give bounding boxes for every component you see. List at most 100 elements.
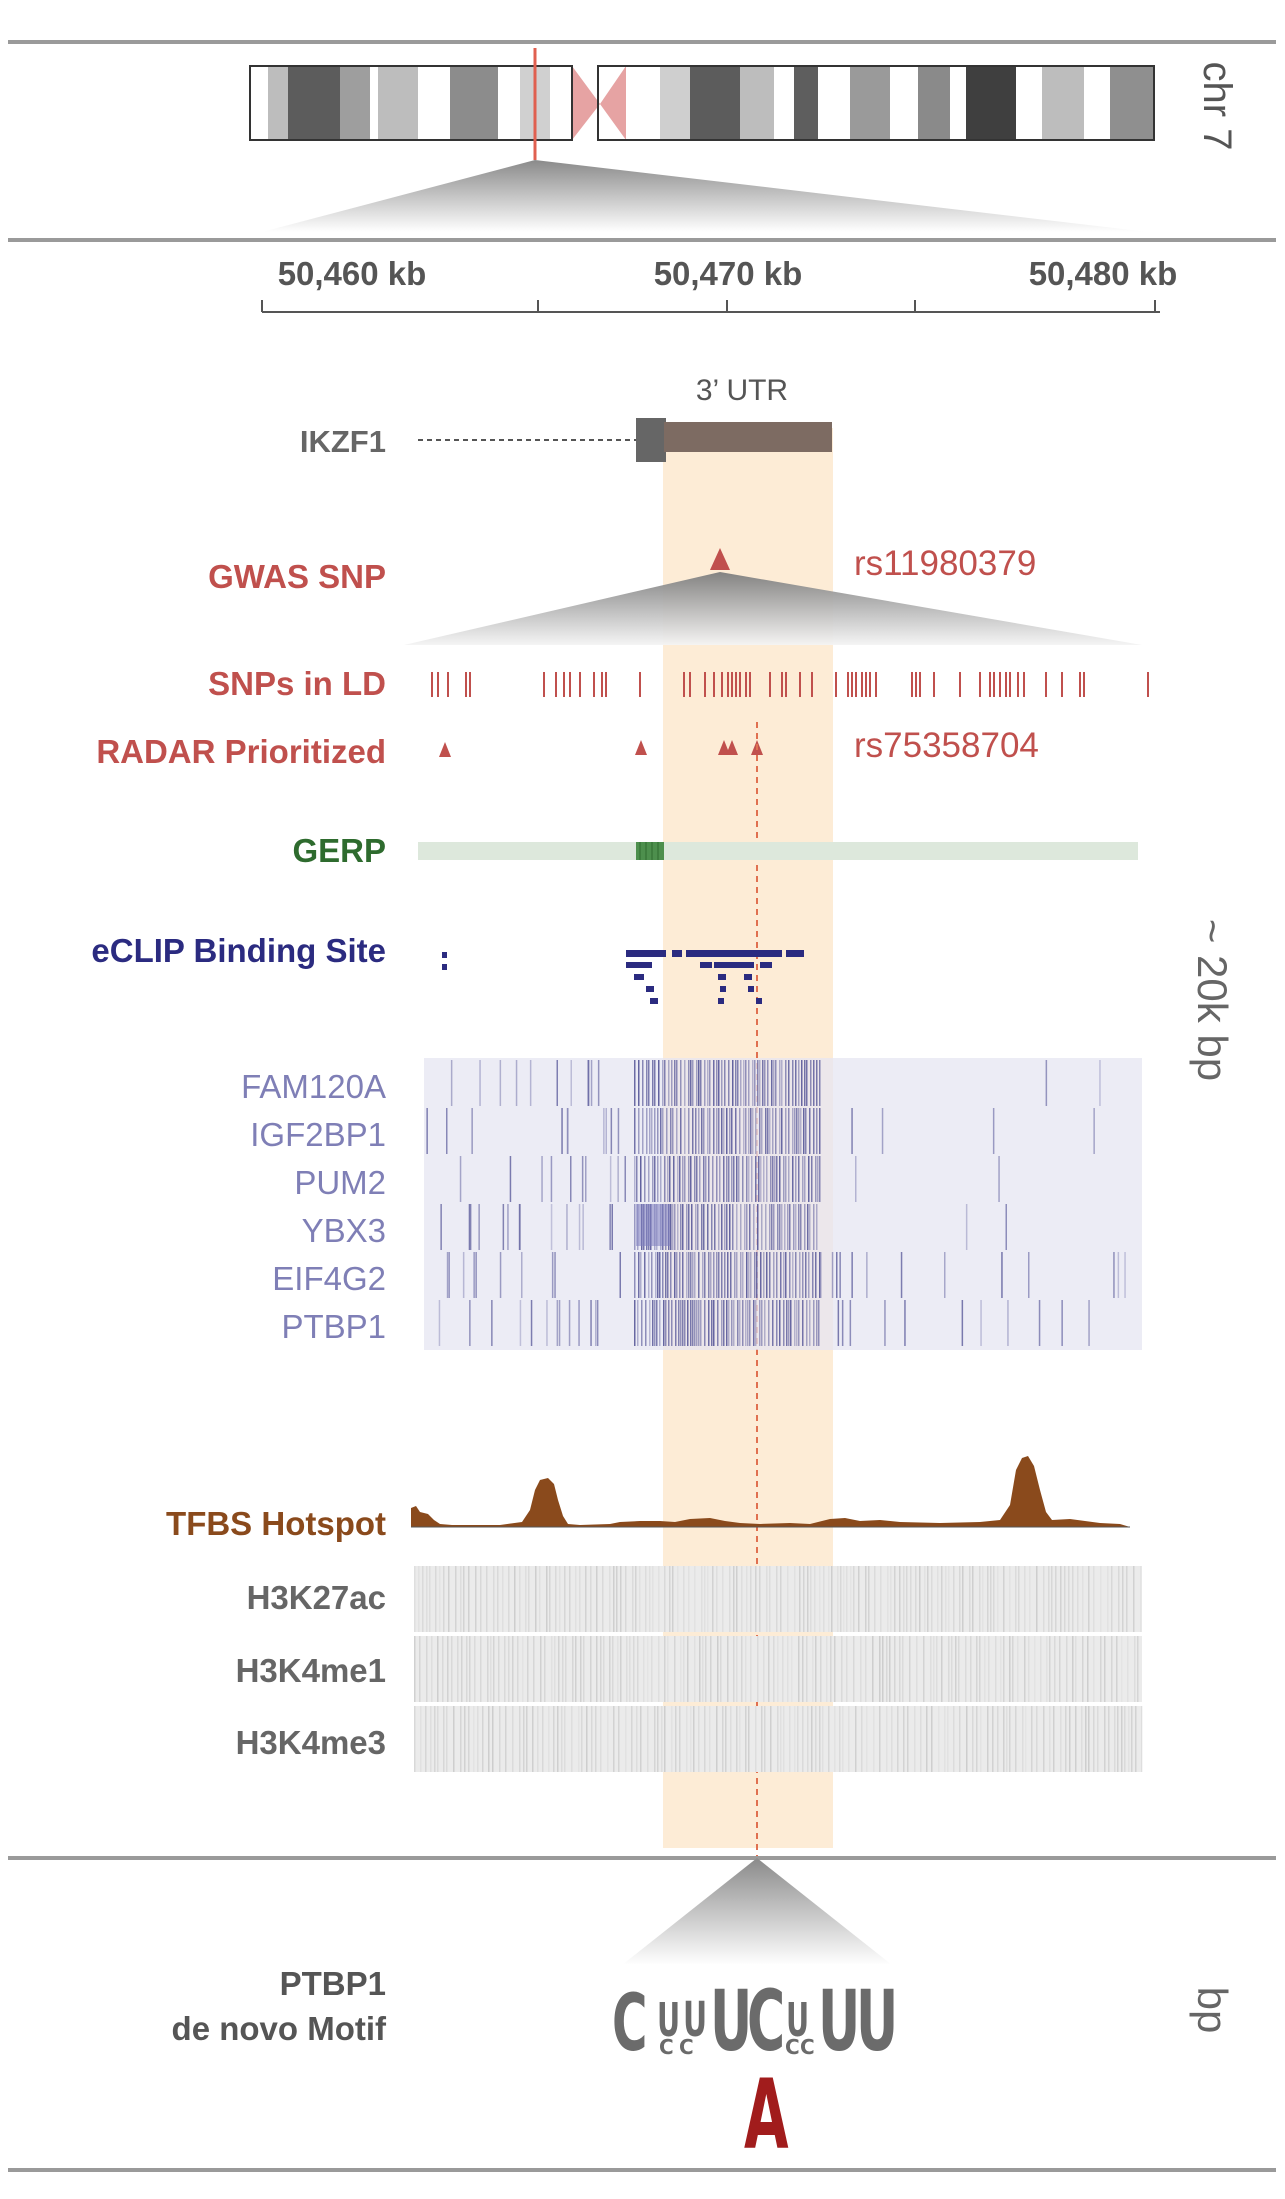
histone-signal-bar <box>522 1636 524 1702</box>
histone-signal-bar <box>848 1706 850 1772</box>
histone-signal-bar <box>716 1706 718 1772</box>
histone-signal-bar <box>488 1706 490 1772</box>
rbp-signal-bar <box>712 1156 714 1202</box>
rbp-signal-bar <box>785 1108 787 1154</box>
histone-signal-bar <box>1049 1706 1051 1772</box>
chromosome-band <box>1042 66 1084 140</box>
rbp-signal-bar <box>698 1252 700 1298</box>
histone-signal-bar <box>690 1706 692 1772</box>
rbp-signal-bar <box>713 1060 715 1106</box>
histone-signal-bar <box>1072 1636 1074 1702</box>
rbp-signal-bar <box>669 1156 671 1202</box>
rbp-signal-bar <box>519 1204 521 1250</box>
rbp-signal-bar <box>735 1060 737 1106</box>
histone-signal-bar <box>480 1566 482 1632</box>
histone-signal-bar <box>990 1566 992 1632</box>
histone-signal-bar <box>930 1636 932 1702</box>
histone-signal-bar <box>834 1706 836 1772</box>
chromosome-band <box>890 66 918 140</box>
rbp-signal-bar <box>561 1108 563 1154</box>
rbp-signal-bar <box>660 1156 662 1202</box>
rbp-signal-bar <box>769 1252 771 1298</box>
histone-signal-bar <box>1111 1636 1113 1702</box>
rbp-signal-bar <box>651 1252 653 1298</box>
rbp-signal-bar <box>677 1204 679 1250</box>
histone-signal-bar <box>571 1706 573 1772</box>
rbp-signal-bar <box>755 1300 757 1346</box>
rbp-signal-bar <box>766 1252 768 1298</box>
histone-signal-bar <box>461 1636 463 1702</box>
histone-signal-bar <box>768 1636 770 1702</box>
histone-signal-bar <box>460 1566 462 1632</box>
rbp-signal-bar <box>744 1204 746 1250</box>
histone-signal-bar <box>843 1566 845 1632</box>
rbp-signal-bar <box>776 1156 778 1202</box>
histone-signal-bar <box>616 1566 618 1632</box>
rbp-signal-bar <box>732 1060 734 1106</box>
rbp-signal-bar <box>691 1204 693 1250</box>
histone-signal-bar <box>451 1636 453 1702</box>
rbp-signal-bar <box>761 1300 763 1346</box>
rbp-signal-bar <box>707 1204 709 1250</box>
rbp-signal-bar <box>677 1156 679 1202</box>
rbp-signal-bar <box>634 1060 636 1106</box>
histone-signal-bar <box>794 1706 796 1772</box>
histone-signal-bar <box>1028 1636 1030 1702</box>
histone-signal-bar <box>548 1706 550 1772</box>
rbp-signal-bar <box>808 1252 810 1298</box>
histone-signal-bar <box>712 1566 714 1632</box>
rbp-signal-bar <box>568 1300 571 1346</box>
zoom-wedge-chromosome <box>262 160 1148 232</box>
histone-signal-bar <box>707 1566 709 1632</box>
histone-signal-bar <box>736 1706 738 1772</box>
rbp-signal-bar <box>551 1252 554 1298</box>
rbp-signal-bar <box>703 1204 705 1250</box>
histone-signal-bar <box>729 1566 731 1632</box>
histone-label-h3k27ac: H3K27ac <box>247 1579 386 1616</box>
histone-signal-bar <box>840 1566 842 1632</box>
rbp-signal-bar <box>806 1300 808 1346</box>
rbp-signal-bar <box>654 1156 656 1202</box>
histone-signal-bar <box>887 1566 889 1632</box>
histone-signal-bar <box>683 1636 685 1702</box>
histone-signal-bar <box>879 1636 881 1702</box>
histone-signal-bar <box>736 1636 738 1702</box>
rbp-signal-bar <box>728 1156 730 1202</box>
histone-signal-bar <box>679 1706 681 1772</box>
eclip-peak <box>672 950 682 957</box>
motif-letter-5: C <box>747 1973 785 2070</box>
motif-letter-8: U <box>856 1973 898 2070</box>
rbp-signal-bar <box>519 1300 522 1346</box>
rbp-signal-bar <box>696 1156 698 1202</box>
histone-signal-bar <box>482 1706 484 1772</box>
histone-signal-bar <box>931 1566 933 1632</box>
histone-signal-bar <box>701 1566 703 1632</box>
chromosome-band <box>794 66 818 140</box>
histone-signal-bar <box>1128 1706 1130 1772</box>
histone-signal-bar <box>1075 1636 1077 1702</box>
rbp-signal-bar <box>851 1108 853 1154</box>
histone-signal-bar <box>874 1566 876 1632</box>
rbp-signal-bar <box>558 1300 561 1346</box>
rbp-signal-bar <box>648 1060 650 1106</box>
rbp-signal-bar <box>674 1204 676 1250</box>
histone-signal-bar <box>564 1706 566 1772</box>
rbp-signal-bar <box>783 1252 785 1298</box>
histone-signal-bar <box>947 1706 949 1772</box>
rbp-signal-bar <box>642 1108 644 1154</box>
rbp-signal-bar <box>698 1108 700 1154</box>
rbp-signal-bar <box>716 1252 718 1298</box>
chromosome-band <box>918 66 950 140</box>
rbp-signal-bar <box>775 1108 777 1154</box>
centromere <box>572 66 600 140</box>
histone-signal-bar <box>639 1566 641 1632</box>
histone-signal-bar <box>822 1706 824 1772</box>
rbp-signal-bar <box>714 1204 716 1250</box>
histone-signal-bar <box>527 1636 529 1702</box>
histone-signal-bar <box>993 1566 995 1632</box>
histone-signal-bar <box>914 1706 916 1772</box>
histone-signal-bar <box>498 1636 500 1702</box>
histone-signal-bar <box>941 1566 943 1632</box>
histone-signal-bar <box>861 1706 863 1772</box>
rbp-signal-bar <box>731 1156 733 1202</box>
